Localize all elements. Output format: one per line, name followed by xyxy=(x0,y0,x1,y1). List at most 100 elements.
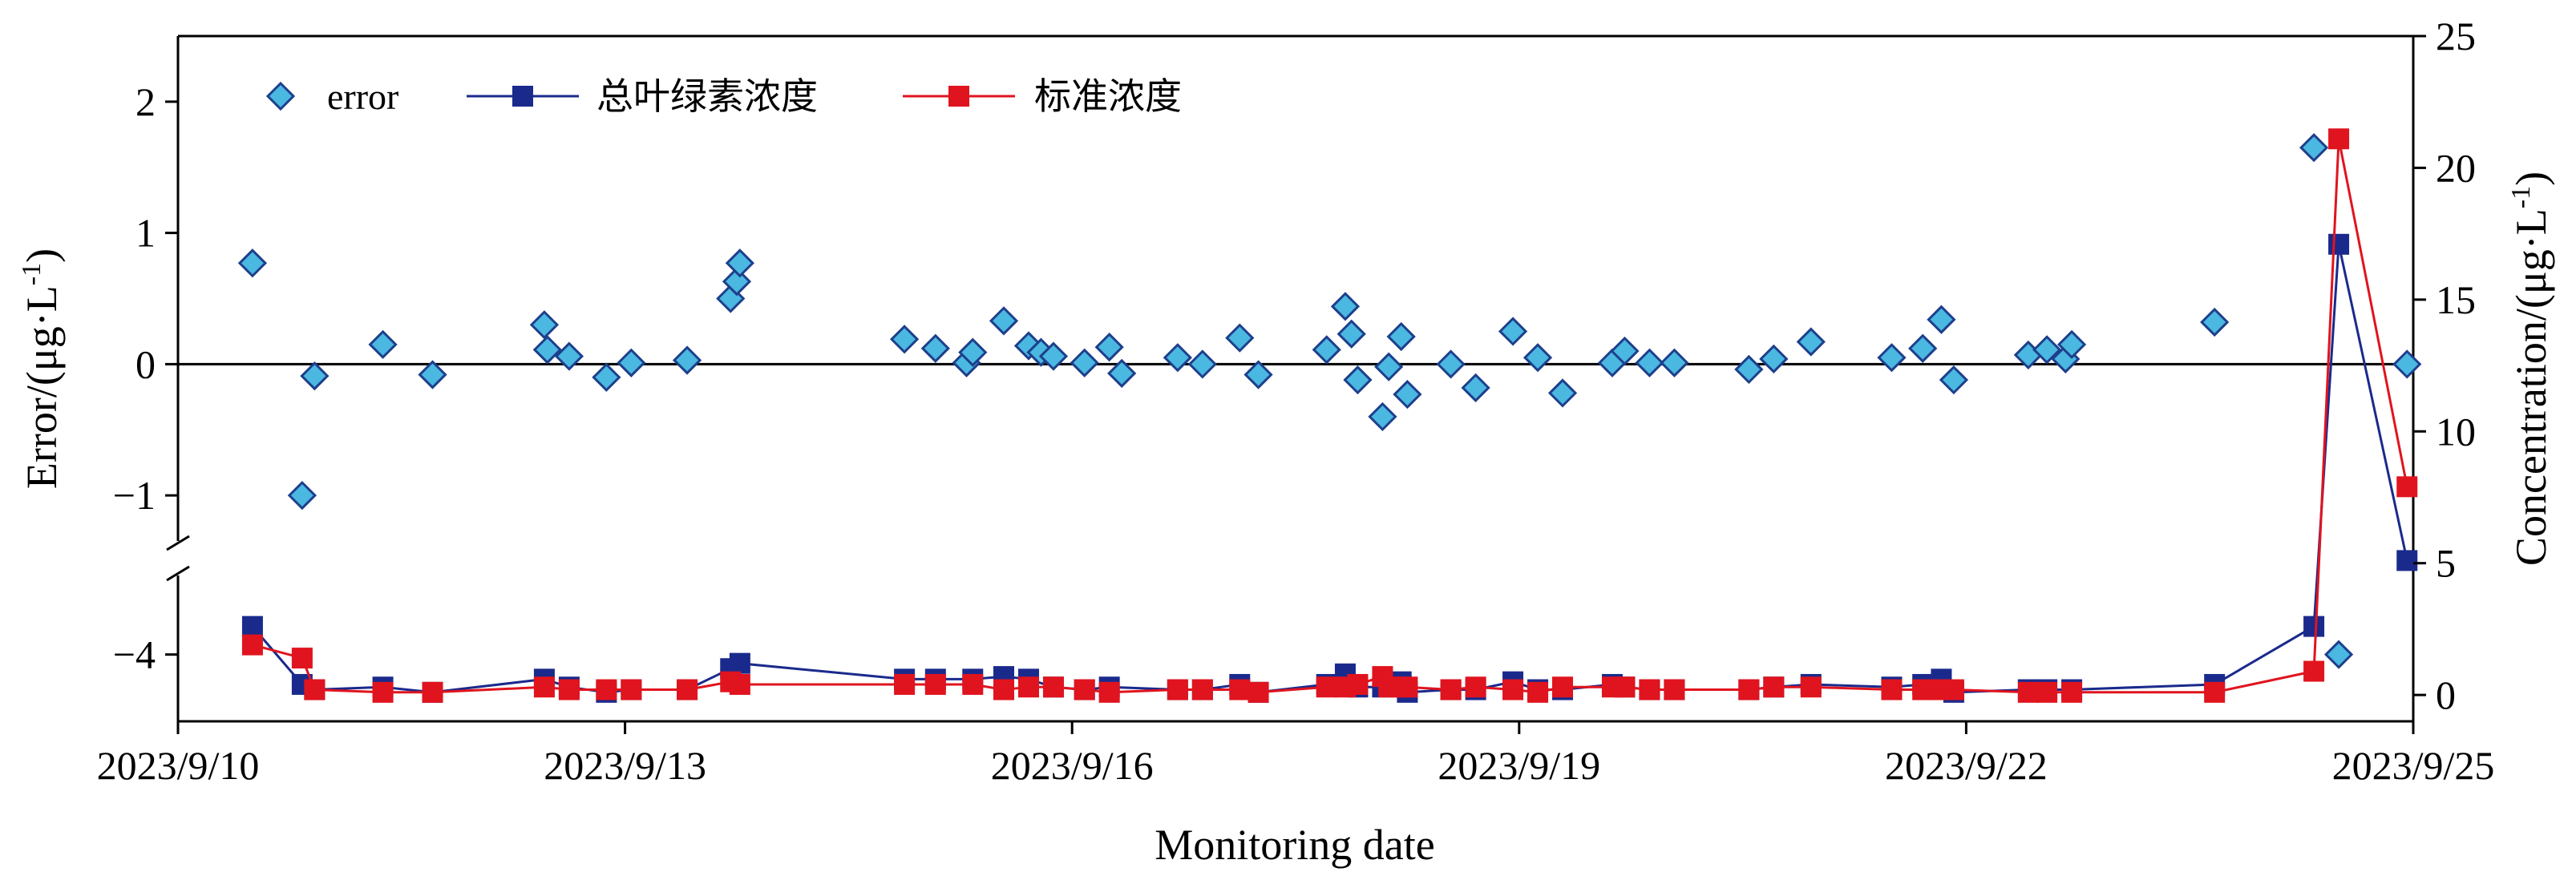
error-point xyxy=(1094,332,1124,362)
standard-point xyxy=(291,648,313,669)
standard-point xyxy=(1738,679,1760,700)
legend-standard-marker xyxy=(948,86,969,107)
total-chl-point xyxy=(2328,233,2350,255)
error-point xyxy=(989,306,1019,336)
error-point xyxy=(920,333,950,363)
standard-point xyxy=(677,679,698,700)
error-point xyxy=(1759,344,1789,373)
axis-break-mark-upper xyxy=(166,535,190,551)
standard-point xyxy=(1042,676,1064,698)
standard-point xyxy=(2017,681,2039,703)
y-right-axis-title-exp: -1 xyxy=(2506,186,2536,208)
error-point xyxy=(958,337,988,367)
standard-point xyxy=(2303,660,2325,682)
y-right-tick-label: 5 xyxy=(2436,541,2456,586)
standard-point xyxy=(894,673,916,695)
axis-break-mark-lower xyxy=(166,565,190,582)
error-point xyxy=(1908,333,1938,363)
total-chl-point xyxy=(2396,550,2418,571)
error-point xyxy=(672,345,702,375)
error-point xyxy=(418,360,447,390)
standard-point xyxy=(2036,681,2058,703)
legend-total-chl-marker xyxy=(512,86,533,107)
x-tick-label: 2023/9/16 xyxy=(991,743,1154,788)
total-chl-point xyxy=(729,652,750,674)
error-point xyxy=(1927,305,1956,334)
standard-point xyxy=(1440,679,1462,700)
y-right-tick-label: 20 xyxy=(2436,145,2476,190)
y-right-tick-label: 10 xyxy=(2436,409,2476,454)
standard-point xyxy=(1191,679,1213,700)
error-point xyxy=(529,310,560,340)
error-point xyxy=(2323,640,2354,669)
error-point xyxy=(2056,329,2087,359)
error-point xyxy=(554,341,584,371)
standard-point xyxy=(2396,476,2418,498)
standard-point xyxy=(1017,676,1039,698)
error-point xyxy=(1386,321,1416,352)
standard-point xyxy=(729,673,750,695)
error-point xyxy=(1734,354,1764,385)
error-point xyxy=(2032,335,2062,365)
y-right-tick-label: 25 xyxy=(2436,14,2476,59)
standard-point xyxy=(1664,679,1685,700)
standard-point xyxy=(1167,679,1188,700)
error-point xyxy=(1244,360,1273,390)
y-right-axis-title: Concentration/(μg·L-1) xyxy=(2506,172,2555,566)
error-point xyxy=(1163,343,1192,373)
error-point xyxy=(1107,358,1137,388)
standard-point xyxy=(533,676,555,698)
error-point xyxy=(1796,327,1826,357)
y-right-tick-label: 15 xyxy=(2436,277,2476,322)
error-point xyxy=(722,267,752,297)
total-chl-point xyxy=(241,616,263,637)
error-point xyxy=(532,335,562,365)
standard-point xyxy=(962,673,984,695)
standard-point xyxy=(2328,128,2350,150)
standard-point xyxy=(924,673,946,695)
standard-point xyxy=(304,679,326,700)
legend-standard-label: 标准浓度 xyxy=(1034,76,1182,117)
y-left-tick-label: 1 xyxy=(135,211,156,256)
standard-point xyxy=(1943,679,1964,700)
error-point xyxy=(1312,335,1341,365)
error-point xyxy=(1374,352,1404,381)
error-point xyxy=(237,248,268,278)
y-left-tick-label: 0 xyxy=(135,341,156,386)
standard-point xyxy=(1800,676,1822,698)
error-point xyxy=(1547,378,1578,408)
error-point xyxy=(1070,348,1099,377)
error-point xyxy=(1610,336,1640,366)
y-left-tick-label: 2 xyxy=(135,79,156,124)
standard-point xyxy=(596,679,617,700)
total-chl-line xyxy=(251,244,2408,694)
standard-point xyxy=(1347,673,1369,695)
error-point xyxy=(1523,343,1553,373)
standard-point xyxy=(1397,676,1418,698)
error-point xyxy=(617,348,646,377)
standard-point xyxy=(1502,679,1524,700)
y-left-axis-title-exp: -1 xyxy=(17,263,47,285)
standard-line xyxy=(252,138,2408,694)
error-point xyxy=(2200,307,2230,337)
x-tick-label: 2023/9/19 xyxy=(1438,743,1600,788)
error-point xyxy=(287,481,317,511)
x-tick-label: 2023/9/10 xyxy=(97,743,260,788)
standard-point xyxy=(1248,681,1269,703)
plot-frame xyxy=(166,34,2415,723)
error-point xyxy=(1461,373,1490,402)
error-point xyxy=(2392,349,2422,379)
error-point xyxy=(2299,133,2329,163)
legend-error-marker xyxy=(265,81,296,111)
standard-point xyxy=(993,679,1015,700)
standard-point xyxy=(1912,679,1934,700)
standard-point xyxy=(1465,676,1486,698)
y-left-tick-label: −1 xyxy=(113,473,156,518)
y-left-axis-title-close: ) xyxy=(18,248,66,263)
standard-point xyxy=(1316,676,1337,698)
error-point xyxy=(1343,365,1373,395)
error-point xyxy=(368,329,398,359)
legend-total-chl-label: 总叶绿素浓度 xyxy=(596,76,818,117)
x-tick-label: 2023/9/13 xyxy=(544,743,706,788)
